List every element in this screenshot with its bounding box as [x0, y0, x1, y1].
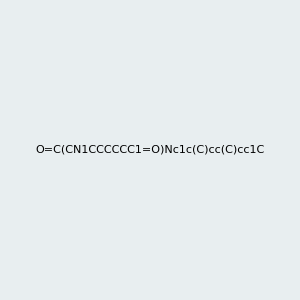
Text: O=C(CN1CCCCCC1=O)Nc1c(C)cc(C)cc1C: O=C(CN1CCCCCC1=O)Nc1c(C)cc(C)cc1C — [35, 145, 265, 155]
